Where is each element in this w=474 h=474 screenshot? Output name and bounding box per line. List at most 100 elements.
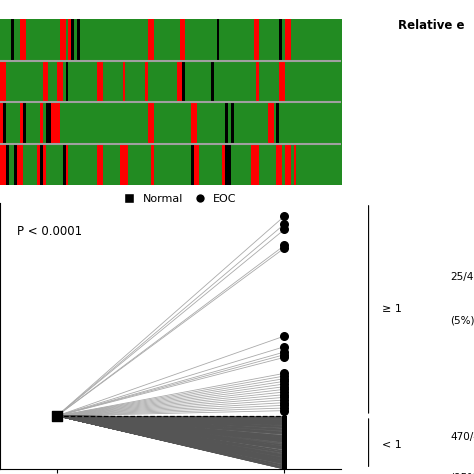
Point bbox=[281, 461, 288, 469]
Point bbox=[281, 456, 288, 464]
Point bbox=[281, 459, 288, 466]
Point bbox=[281, 388, 288, 396]
Point bbox=[281, 443, 288, 450]
Point bbox=[281, 438, 288, 446]
Point bbox=[281, 420, 288, 428]
Point bbox=[281, 424, 288, 432]
Point bbox=[281, 438, 288, 445]
Point bbox=[281, 456, 288, 464]
Point bbox=[281, 459, 288, 467]
Point bbox=[281, 441, 288, 448]
Point bbox=[281, 454, 288, 462]
Point bbox=[281, 458, 288, 465]
Point bbox=[281, 440, 288, 447]
Point bbox=[281, 448, 288, 456]
Point bbox=[281, 444, 288, 452]
Point bbox=[281, 354, 288, 361]
Point bbox=[281, 443, 288, 451]
Point bbox=[281, 444, 288, 451]
Point bbox=[281, 436, 288, 444]
Point bbox=[281, 426, 288, 434]
Point bbox=[281, 423, 288, 431]
Point bbox=[281, 438, 288, 445]
Point bbox=[281, 435, 288, 443]
Point bbox=[281, 432, 288, 440]
Point bbox=[281, 445, 288, 453]
Point bbox=[281, 426, 288, 434]
Point bbox=[281, 440, 288, 447]
Point bbox=[281, 448, 288, 456]
Point bbox=[281, 419, 288, 427]
Point bbox=[281, 419, 288, 427]
Point bbox=[281, 414, 288, 422]
Point bbox=[281, 465, 288, 472]
Point bbox=[281, 420, 288, 428]
Point bbox=[281, 423, 288, 431]
Point bbox=[281, 426, 288, 433]
Point bbox=[281, 414, 288, 422]
Point bbox=[281, 464, 288, 471]
Point bbox=[281, 420, 288, 428]
Point bbox=[281, 451, 288, 459]
Point bbox=[281, 435, 288, 443]
Point bbox=[281, 455, 288, 462]
Point bbox=[281, 413, 288, 420]
Point bbox=[281, 426, 288, 433]
Point bbox=[281, 445, 288, 452]
Point bbox=[281, 465, 288, 473]
Point bbox=[281, 448, 288, 456]
Point bbox=[281, 433, 288, 441]
Point bbox=[281, 440, 288, 448]
Point bbox=[281, 437, 288, 445]
Point bbox=[281, 458, 288, 466]
Point bbox=[281, 450, 288, 458]
Point bbox=[281, 452, 288, 459]
Point bbox=[281, 438, 288, 446]
Point bbox=[281, 452, 288, 460]
Point bbox=[281, 434, 288, 442]
Point bbox=[281, 452, 288, 459]
Point bbox=[281, 458, 288, 466]
Point bbox=[281, 444, 288, 451]
Point bbox=[281, 426, 288, 433]
Point bbox=[281, 465, 288, 472]
Point bbox=[281, 452, 288, 459]
Point bbox=[281, 443, 288, 451]
Point bbox=[281, 420, 288, 428]
Point bbox=[281, 465, 288, 473]
Point bbox=[281, 441, 288, 448]
Point bbox=[281, 449, 288, 456]
Point bbox=[281, 463, 288, 470]
Point bbox=[281, 413, 288, 421]
Point bbox=[281, 445, 288, 452]
Point bbox=[281, 414, 288, 422]
Point bbox=[281, 455, 288, 463]
Point bbox=[281, 414, 288, 421]
Point bbox=[281, 444, 288, 451]
Point bbox=[281, 422, 288, 429]
Point bbox=[281, 429, 288, 437]
Point bbox=[281, 434, 288, 442]
Point bbox=[281, 438, 288, 446]
Point bbox=[281, 462, 288, 469]
Point bbox=[281, 418, 288, 426]
Point bbox=[281, 421, 288, 428]
Point bbox=[281, 383, 288, 391]
Point bbox=[281, 442, 288, 449]
Point bbox=[281, 465, 288, 473]
Point bbox=[281, 462, 288, 470]
Point bbox=[281, 462, 288, 470]
Point bbox=[281, 377, 288, 385]
Point bbox=[281, 242, 288, 249]
Point bbox=[281, 414, 288, 421]
Point bbox=[281, 445, 288, 452]
Point bbox=[281, 437, 288, 445]
Point bbox=[281, 449, 288, 456]
Point bbox=[281, 448, 288, 456]
Point bbox=[281, 430, 288, 438]
Point bbox=[281, 455, 288, 462]
Point bbox=[281, 465, 288, 472]
Point bbox=[281, 461, 288, 469]
Point bbox=[281, 464, 288, 471]
Point bbox=[281, 415, 288, 423]
